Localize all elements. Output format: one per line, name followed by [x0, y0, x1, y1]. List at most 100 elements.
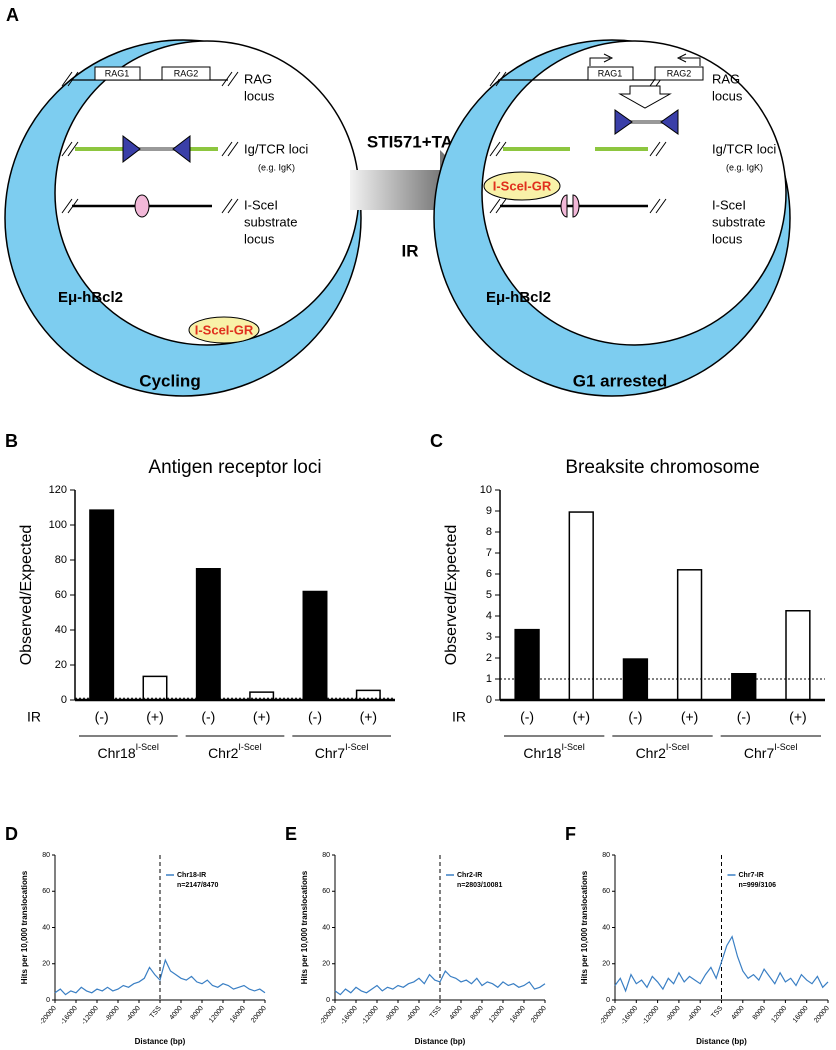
locus-label: Ig/TCR loci	[712, 141, 776, 156]
y-tick-label: 0	[326, 997, 330, 1004]
locus-label: locus	[712, 88, 743, 103]
bar	[89, 509, 115, 701]
x-tick-label: -8000	[104, 1005, 121, 1023]
y-tick-label: 40	[55, 624, 67, 636]
x-tick-label: 16000	[229, 1005, 247, 1024]
x-tick-label: 4000	[449, 1005, 464, 1022]
group-superscript: I-SceI	[561, 742, 585, 752]
x-tick-label: TSS	[429, 1005, 443, 1020]
locus-label: locus	[244, 231, 275, 246]
x-tick-label: 20000	[250, 1005, 268, 1024]
y-tick-label: 9	[486, 505, 492, 517]
bar	[302, 590, 328, 701]
gene-label: RAG2	[174, 68, 199, 78]
x-tick-label: 20000	[530, 1005, 548, 1024]
y-tick-label: 80	[322, 852, 330, 859]
bar	[785, 610, 811, 701]
bar	[142, 675, 168, 701]
group-name: Chr7	[744, 745, 775, 761]
group-label: Chr2I-SceI	[636, 742, 690, 760]
y-tick-label: 100	[49, 519, 67, 531]
x-tick-label: -4000	[405, 1005, 422, 1023]
y-tick-label: 40	[602, 924, 610, 931]
gene-label: RAG2	[667, 68, 692, 78]
y-tick-label: 10	[480, 484, 492, 496]
x-tick-label: (+)	[681, 709, 699, 725]
y-tick-label: 4	[486, 610, 492, 622]
y-tick-label: 7	[486, 547, 492, 559]
y-tick-label: 20	[322, 961, 330, 968]
x-tick-label: 16000	[509, 1005, 527, 1024]
group-name: Chr18	[98, 745, 136, 761]
bar	[514, 628, 540, 701]
x-tick-label: (-)	[628, 709, 642, 725]
x-tick-label: 12000	[770, 1005, 788, 1024]
treatment-label: IR	[402, 241, 419, 260]
y-tick-label: 60	[55, 589, 67, 601]
x-tick-label: TSS	[149, 1005, 163, 1020]
x-tick-label: -16000	[60, 1005, 79, 1026]
locus-example: (e.g. IgK)	[258, 162, 295, 172]
x-tick-label: -16000	[340, 1005, 359, 1026]
x-tick-label: (-)	[520, 709, 534, 725]
cell-left: RAG1 RAG2 RAG locus Ig/TCR loci (e.g. Ig…	[4, 39, 362, 397]
x-tick-label: (+)	[253, 709, 271, 725]
chart-title: Breaksite chromosome	[565, 457, 759, 478]
y-axis-label: Observed/Expected	[443, 525, 460, 666]
group-superscript: I-SceI	[774, 742, 798, 752]
x-tick-label: (+)	[146, 709, 164, 725]
series-line	[54, 958, 266, 996]
group-superscript: I-SceI	[238, 742, 262, 752]
x-tick-label: -16000	[620, 1005, 639, 1026]
y-tick-label: 120	[49, 484, 67, 496]
x-tick-label: -20000	[39, 1005, 58, 1026]
bar	[568, 511, 594, 701]
row-label: IR	[452, 709, 466, 725]
bar	[622, 658, 649, 701]
locus-label: RAG	[712, 71, 740, 86]
x-axis-label: Distance (bp)	[415, 1037, 466, 1046]
x-tick-label: 4000	[169, 1005, 184, 1022]
y-tick-label: 20	[602, 961, 610, 968]
panel-label: A	[6, 5, 19, 25]
x-tick-label: (-)	[308, 709, 322, 725]
x-tick-label: (+)	[789, 709, 807, 725]
x-tick-label: (-)	[201, 709, 215, 725]
x-tick-label: -20000	[319, 1005, 338, 1026]
y-tick-label: 8	[486, 526, 492, 538]
x-tick-label: 12000	[208, 1005, 226, 1024]
x-tick-label: 16000	[792, 1005, 810, 1024]
locus-example: (e.g. IgK)	[726, 162, 763, 172]
annotation: n=2803/10081	[457, 882, 502, 889]
group-superscript: I-SceI	[345, 742, 369, 752]
x-tick-label: 8000	[470, 1005, 485, 1022]
y-tick-label: 60	[322, 888, 330, 895]
bar	[676, 569, 703, 701]
y-tick-label: 20	[55, 659, 67, 671]
x-tick-label: -12000	[361, 1005, 380, 1026]
locus-label: locus	[244, 88, 275, 103]
x-tick-label: 8000	[752, 1005, 767, 1022]
y-tick-label: 80	[42, 852, 50, 859]
locus-label: locus	[712, 231, 743, 246]
y-tick-label: 0	[606, 997, 610, 1004]
y-tick-label: 60	[602, 888, 610, 895]
enzyme-label: I-SceI-GR	[195, 322, 254, 337]
y-tick-label: 80	[55, 554, 67, 566]
x-tick-label: 12000	[488, 1005, 506, 1024]
y-tick-label: 6	[486, 568, 492, 580]
x-tick-label: -4000	[125, 1005, 142, 1023]
group-label: Chr7I-SceI	[744, 742, 798, 760]
legend-label: Chr18-IR	[177, 872, 206, 879]
cell-state: Cycling	[139, 371, 200, 390]
transgene-label: Eμ-hBcl2	[486, 289, 551, 306]
series-line	[614, 935, 829, 993]
enzyme-label: I-SceI-GR	[493, 178, 552, 193]
row-label: IR	[27, 709, 41, 725]
gene-label: RAG1	[105, 68, 130, 78]
y-tick-label: 40	[42, 924, 50, 931]
group-name: Chr7	[315, 745, 346, 761]
chart-title: Antigen receptor loci	[148, 457, 321, 478]
y-axis-label: Hits per 10,000 translocations	[20, 870, 29, 984]
